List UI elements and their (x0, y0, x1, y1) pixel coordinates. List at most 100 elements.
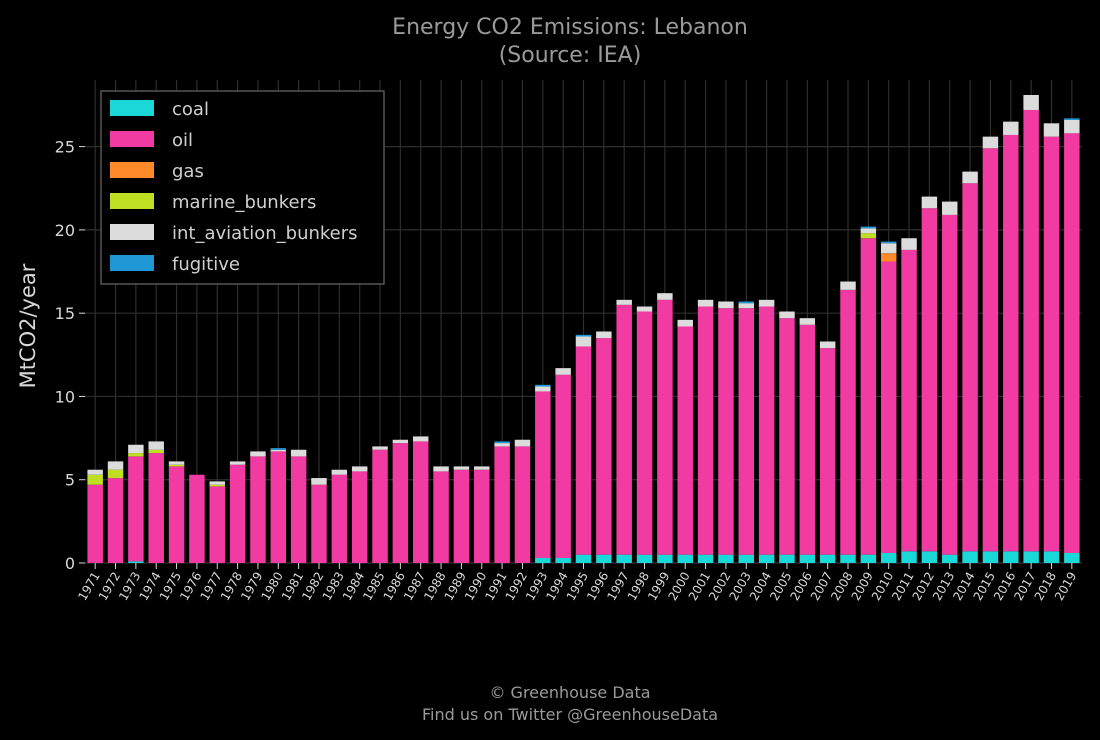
bar-int_aviation_bunkers-1991 (494, 443, 510, 447)
bar-oil-2004 (758, 306, 775, 555)
legend-label-marine_bunkers: marine_bunkers (172, 192, 316, 213)
bar-int_aviation_bunkers-2015 (982, 136, 999, 149)
bar-oil-1979 (250, 456, 266, 563)
bar-fugitive-1995 (575, 334, 592, 337)
bar-coal-2018 (1043, 551, 1060, 563)
bar-oil-2006 (799, 324, 816, 555)
bar-marine_bunkers-1975 (168, 464, 185, 467)
bar-coal-2009 (860, 554, 877, 563)
bar-int_aviation_bunkers-1985 (372, 446, 388, 450)
bar-int_aviation_bunkers-1999 (657, 293, 673, 300)
bar-oil-2000 (677, 326, 693, 555)
bar-int_aviation_bunkers-2009 (860, 228, 877, 234)
bar-oil-1995 (575, 346, 592, 555)
bar-coal-1997 (616, 554, 632, 563)
y-tick-label: 0 (65, 554, 75, 573)
y-tick-label: 15 (55, 304, 75, 323)
bar-coal-1993 (535, 558, 551, 563)
bar-int_aviation_bunkers-2008 (840, 281, 856, 290)
bar-fugitive-2010 (880, 241, 897, 244)
footer-twitter: Find us on Twitter @GreenhouseData (422, 705, 718, 724)
bar-marine_bunkers-1977 (209, 484, 225, 487)
bar-oil-2019 (1064, 133, 1080, 554)
bar-coal-2004 (758, 554, 775, 563)
bar-oil-1987 (412, 441, 429, 563)
bar-oil-1999 (657, 299, 673, 555)
bar-oil-2015 (982, 148, 999, 552)
bar-coal-2011 (901, 551, 917, 563)
bar-coal-2001 (697, 554, 714, 563)
bar-oil-1981 (290, 456, 307, 563)
bar-fugitive-2003 (738, 301, 755, 304)
bar-int_aviation_bunkers-1982 (311, 478, 327, 485)
bar-coal-2008 (840, 554, 856, 563)
bar-coal-2000 (677, 554, 693, 563)
bar-coal-2014 (962, 551, 978, 563)
bar-oil-1974 (148, 453, 164, 563)
bar-oil-2012 (921, 208, 938, 552)
bar-fugitive-2019 (1064, 118, 1080, 120)
bar-int_aviation_bunkers-1988 (433, 466, 449, 472)
bar-int_aviation_bunkers-2013 (942, 201, 958, 215)
bar-oil-1983 (331, 474, 348, 563)
bar-oil-1997 (616, 304, 632, 555)
legend-label-coal: coal (172, 99, 209, 120)
legend-label-oil: oil (172, 130, 193, 151)
bar-int_aviation_bunkers-2005 (779, 311, 795, 319)
legend-swatch-gas (110, 162, 154, 178)
bar-marine_bunkers-1974 (148, 449, 164, 454)
bar-marine_bunkers-1971 (87, 474, 103, 485)
bar-fugitive-1991 (494, 441, 510, 444)
chart-subtitle: (Source: IEA) (499, 43, 642, 68)
bar-int_aviation_bunkers-1993 (535, 386, 551, 392)
legend-swatch-coal (110, 100, 154, 116)
bar-oil-1985 (372, 449, 388, 563)
bar-coal-2017 (1023, 551, 1039, 563)
bar-int_aviation_bunkers-2011 (901, 238, 917, 250)
bar-coal-2005 (779, 554, 795, 563)
y-tick-label: 10 (55, 387, 75, 406)
bar-int_aviation_bunkers-1977 (209, 481, 225, 485)
bar-coal-1994 (555, 558, 571, 563)
bar-int_aviation_bunkers-1989 (453, 466, 470, 470)
bar-gas-2010 (880, 253, 897, 262)
bar-marine_bunkers-1972 (107, 469, 124, 479)
bar-marine_bunkers-2009 (860, 233, 877, 239)
bar-int_aviation_bunkers-1998 (636, 306, 653, 312)
bar-int_aviation_bunkers-1975 (168, 461, 185, 465)
bar-coal-1999 (657, 554, 673, 563)
legend: coal oil gas marine_bunkers int_aviation_bun… (100, 90, 385, 285)
bar-int_aviation_bunkers-2018 (1043, 123, 1060, 137)
bar-int_aviation_bunkers-1992 (514, 439, 531, 447)
bar-oil-2002 (718, 308, 734, 555)
bar-oil-1973 (128, 456, 144, 562)
bar-fugitive-2009 (860, 226, 877, 229)
bar-coal-1996 (596, 554, 612, 563)
bar-int_aviation_bunkers-1990 (474, 466, 490, 470)
bar-int_aviation_bunkers-1997 (616, 299, 632, 305)
bar-oil-1998 (636, 311, 653, 555)
bar-coal-2010 (880, 553, 897, 563)
bar-oil-1975 (168, 466, 185, 563)
bar-coal-2003 (738, 554, 755, 563)
bar-oil-1989 (453, 469, 470, 563)
bar-fugitive-1993 (535, 384, 551, 387)
bar-int_aviation_bunkers-1984 (351, 466, 368, 472)
bar-coal-1998 (636, 554, 653, 563)
bar-oil-2010 (880, 261, 897, 554)
bar-coal-2013 (942, 554, 958, 563)
y-tick-label: 5 (65, 471, 75, 490)
bar-int_aviation_bunkers-2006 (799, 318, 816, 325)
bar-oil-1994 (555, 374, 571, 559)
bar-oil-2003 (738, 308, 755, 555)
bar-oil-1971 (87, 484, 103, 563)
bar-int_aviation_bunkers-2001 (697, 299, 714, 307)
legend-label-int_aviation_bunkers: int_aviation_bunkers (172, 223, 358, 244)
bar-marine_bunkers-1973 (128, 453, 144, 457)
bar-oil-1996 (596, 338, 612, 555)
bar-int_aviation_bunkers-1987 (412, 436, 429, 442)
bar-int_aviation_bunkers-2019 (1064, 119, 1080, 134)
y-tick-label: 20 (55, 221, 75, 240)
bar-int_aviation_bunkers-1978 (229, 461, 246, 465)
